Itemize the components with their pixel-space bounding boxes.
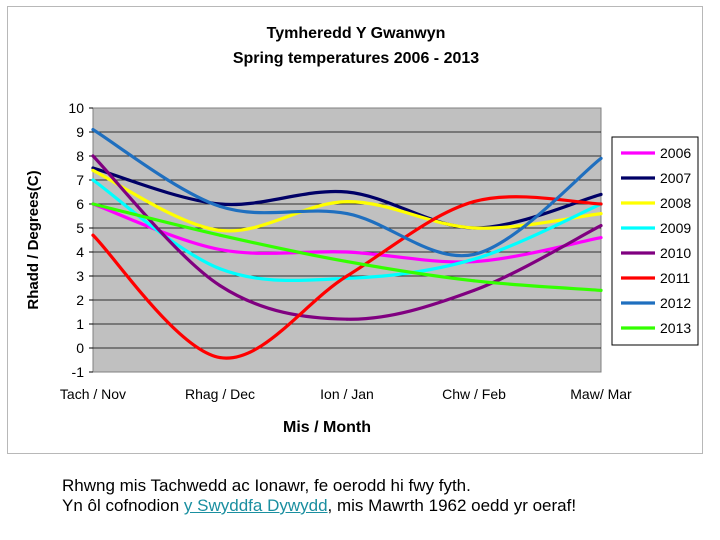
legend-label-2010: 2010 [660, 245, 691, 261]
data-point-2012-4 [599, 156, 603, 160]
data-point-2007-0 [91, 166, 95, 170]
data-point-2008-4 [599, 212, 603, 216]
y-tick-label: 10 [68, 100, 84, 116]
caption-text-before-link: Yn ôl cofnodion [62, 496, 184, 515]
y-tick-label: 6 [76, 196, 84, 212]
data-point-2009-0 [91, 178, 95, 182]
data-point-2010-0 [91, 154, 95, 158]
y-tick-label: 9 [76, 124, 84, 140]
x-tick-label: Tach / Nov [60, 386, 126, 402]
data-point-2006-4 [599, 236, 603, 240]
data-point-2006-2 [345, 250, 349, 254]
x-tick-label: Ion / Jan [320, 386, 374, 402]
data-point-2010-2 [345, 317, 349, 321]
data-point-2012-2 [345, 212, 349, 216]
chart-frame: Tymheredd Y Gwanwyn Spring temperatures 2… [7, 6, 703, 454]
legend-label-2013: 2013 [660, 320, 691, 336]
met-office-link[interactable]: y Swyddfa Dywydd [183, 496, 328, 515]
data-point-2013-3 [472, 279, 476, 283]
caption-line-2: Yn ôl cofnodion y Swyddfa Dywydd, mis Ma… [62, 496, 576, 516]
data-point-2013-1 [218, 233, 222, 237]
data-point-2011-0 [91, 233, 95, 237]
data-point-2011-2 [345, 274, 349, 278]
data-point-2010-4 [599, 224, 603, 228]
x-tick-label: Chw / Feb [442, 386, 506, 402]
data-point-2007-4 [599, 192, 603, 196]
data-point-2009-1 [218, 267, 222, 271]
data-point-2010-3 [472, 288, 476, 292]
data-point-2013-0 [91, 202, 95, 206]
legend-label-2012: 2012 [660, 295, 691, 311]
chart-subtitle: Spring temperatures 2006 - 2013 [233, 50, 479, 67]
data-point-2010-1 [218, 284, 222, 288]
y-tick-label: 8 [76, 148, 84, 164]
data-point-2008-2 [345, 200, 349, 204]
data-point-2011-4 [599, 202, 603, 206]
data-point-2012-3 [472, 252, 476, 256]
y-tick-label: 7 [76, 172, 84, 188]
x-tick-label: Maw/ Mar [570, 386, 632, 402]
caption-text-after-link: , mis Mawrth 1962 oedd yr oeraf! [327, 496, 577, 515]
data-point-2012-1 [218, 204, 222, 208]
y-tick-label: 2 [76, 292, 84, 308]
data-point-2007-2 [345, 190, 349, 194]
legend-label-2007: 2007 [660, 170, 691, 186]
data-point-2006-1 [218, 248, 222, 252]
y-tick-label: 1 [76, 316, 84, 332]
x-tick-label: Rhag / Dec [185, 386, 255, 402]
y-tick-label: -1 [72, 364, 85, 380]
data-point-2008-1 [218, 228, 222, 232]
legend-label-2006: 2006 [660, 145, 691, 161]
legend-box [611, 136, 699, 346]
data-point-2011-1 [218, 356, 222, 360]
y-tick-label: 3 [76, 268, 84, 284]
caption-line-1: Rhwng mis Tachwedd ac Ionawr, fe oerodd … [62, 476, 471, 495]
data-point-2009-3 [472, 257, 476, 261]
data-point-2012-0 [91, 128, 95, 132]
data-point-2013-4 [599, 288, 603, 292]
chart-title: Tymheredd Y Gwanwyn [267, 25, 446, 42]
x-axis-title: Mis / Month [283, 419, 371, 436]
data-point-2008-0 [91, 168, 95, 172]
y-axis-title: Rhadd / Degrees(C) [25, 170, 42, 309]
legend-label-2011: 2011 [660, 270, 690, 286]
data-point-2013-2 [345, 260, 349, 264]
line-chart: Tymheredd Y Gwanwyn Spring temperatures 2… [25, 25, 699, 436]
y-tick-label: 5 [76, 220, 84, 236]
y-tick-label: 0 [76, 340, 84, 356]
legend-label-2009: 2009 [660, 220, 691, 236]
plot-area [92, 107, 602, 373]
data-point-2011-3 [472, 200, 476, 204]
legend-label-2008: 2008 [660, 195, 691, 211]
data-point-2008-3 [472, 226, 476, 230]
y-tick-label: 4 [76, 244, 84, 260]
